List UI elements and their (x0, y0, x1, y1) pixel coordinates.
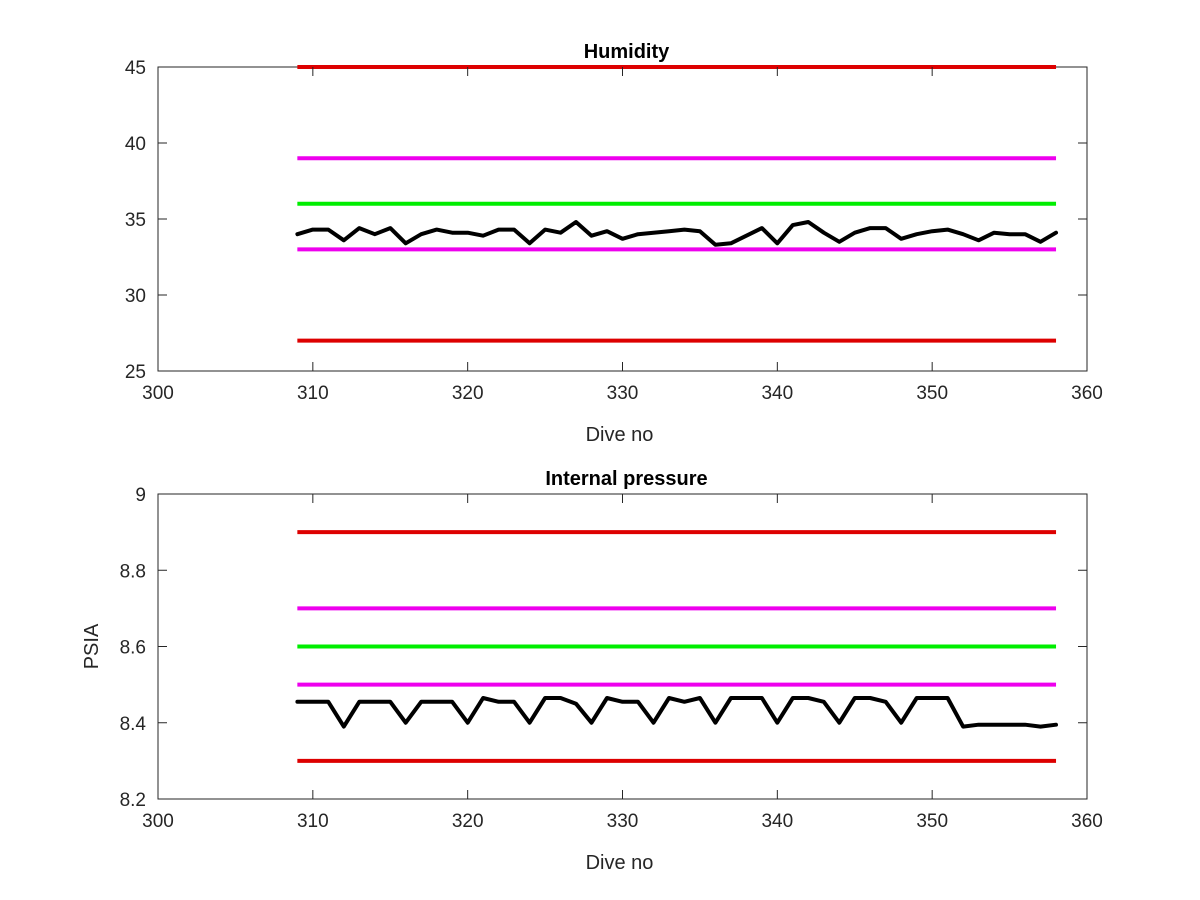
x-tick-label: 350 (916, 811, 948, 832)
x-tick-label: 360 (1071, 383, 1103, 404)
y-tick-label: 8.2 (120, 790, 146, 811)
x-tick-label: 340 (761, 383, 793, 404)
x-tick-label: 330 (607, 811, 639, 832)
x-tick-label: 360 (1071, 811, 1103, 832)
data-series-line (295, 696, 1058, 729)
x-tick-label: 350 (916, 383, 948, 404)
x-tick-label: 320 (452, 811, 484, 832)
chart-title: Internal pressure (545, 468, 707, 490)
x-tick-label: 340 (761, 811, 793, 832)
y-tick-label: 9 (135, 485, 146, 506)
x-tick-label: 300 (142, 811, 174, 832)
x-tick-label: 300 (142, 383, 174, 404)
y-axis-label: PSIA (81, 623, 103, 669)
x-tick-label: 310 (297, 811, 329, 832)
x-tick-label: 330 (607, 383, 639, 404)
y-tick-label: 40 (125, 134, 146, 155)
chart-panel-2: 300 310 320 330 340 350 360 8.2 8.4 8.6 8.8 9 Intern… (81, 468, 1103, 874)
y-tick-label: 35 (125, 210, 146, 231)
y-tick-label: 8.6 (120, 638, 146, 659)
x-axis-label: Dive no (586, 424, 654, 446)
y-tick-label: 45 (125, 58, 146, 79)
x-axis-label: Dive no (586, 852, 654, 874)
data-series-line (295, 220, 1058, 247)
plot-area (157, 66, 1088, 372)
y-tick-label: 8.4 (120, 714, 147, 735)
x-tick-label: 310 (297, 383, 329, 404)
y-tick-label: 8.8 (120, 561, 146, 582)
chart-title: Humidity (584, 41, 670, 63)
chart-panel-1: 300 310 320 330 340 350 360 25 30 35 40 45 Humidity D… (125, 41, 1103, 446)
x-tick-label: 320 (452, 383, 484, 404)
y-tick-label: 25 (125, 362, 146, 383)
y-tick-label: 30 (125, 286, 146, 307)
